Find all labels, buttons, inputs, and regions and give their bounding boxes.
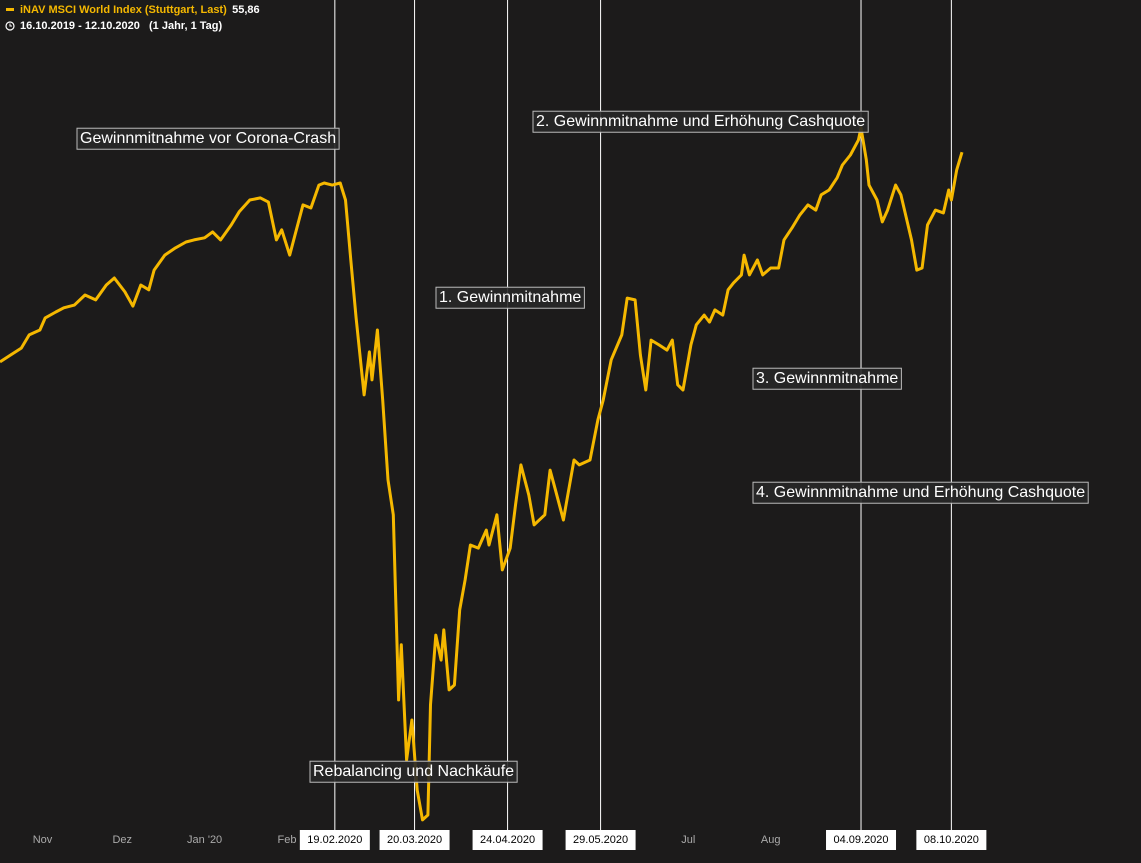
x-tick-label: Dez — [112, 834, 132, 846]
annotation: 4. Gewinnmitnahme und Erhöhung Cashquote — [752, 481, 1089, 504]
legend-swatch — [6, 8, 14, 11]
marker-label-box — [299, 830, 370, 850]
x-tick-label: Nov — [33, 834, 53, 846]
marker-label-box — [826, 830, 897, 850]
marker-label-box — [379, 830, 450, 850]
period-note: (1 Jahr, 1 Tag) — [149, 20, 222, 32]
annotation-box — [435, 286, 585, 309]
marker-label-text: 08.10.2020 — [924, 834, 979, 846]
annotation: 3. Gewinnmitnahme — [752, 367, 902, 390]
annotation-box — [752, 367, 902, 390]
x-tick-label: Feb — [278, 834, 297, 846]
annotation: 2. Gewinnmitnahme und Erhöhung Cashquote — [532, 110, 869, 133]
annotation-box — [752, 481, 1089, 504]
annotation-text: 2. Gewinnmitnahme und Erhöhung Cashquote — [536, 113, 865, 130]
annotation-text: 3. Gewinnmitnahme — [756, 370, 898, 387]
x-tick-label: Jul — [681, 834, 695, 846]
annotation: Gewinnmitnahme vor Corona-Crash — [76, 127, 340, 150]
price-line — [0, 126, 964, 822]
annotation-text: 1. Gewinnmitnahme — [439, 289, 581, 306]
marker-label: 20.03.2020 — [379, 830, 450, 850]
annotation: Rebalancing und Nachkäufe — [309, 760, 518, 783]
annotation-text: Gewinnmitnahme vor Corona-Crash — [80, 130, 336, 147]
x-tick-label: Jan '20 — [187, 834, 222, 846]
marker-label-text: 19.02.2020 — [307, 834, 362, 846]
legend: iNAV MSCI World Index (Stuttgart, Last) … — [5, 4, 260, 32]
annotation-text: 4. Gewinnmitnahme und Erhöhung Cashquote — [756, 484, 1085, 501]
marker-label-text: 24.04.2020 — [480, 834, 535, 846]
marker-label: 08.10.2020 — [916, 830, 987, 850]
legend-label: iNAV MSCI World Index (Stuttgart, Last) — [20, 4, 227, 16]
marker-label-box — [916, 830, 987, 850]
x-tick-label: Aug — [761, 834, 781, 846]
marker-label-text: 04.09.2020 — [833, 834, 888, 846]
annotation-text: Rebalancing und Nachkäufe — [313, 763, 514, 780]
clock-hands — [9, 23, 12, 27]
marker-label-box — [472, 830, 543, 850]
last-value: 55,86 — [232, 4, 260, 16]
annotation-box — [532, 110, 869, 133]
clock-icon — [5, 21, 15, 31]
marker-label: 04.09.2020 — [826, 830, 897, 850]
period: 16.10.2019 - 12.10.2020 — [20, 20, 140, 32]
marker-label: 29.05.2020 — [565, 830, 636, 850]
marker-label-text: 29.05.2020 — [573, 834, 628, 846]
annotation: 1. Gewinnmitnahme — [435, 286, 585, 309]
annotation-box — [76, 127, 340, 150]
marker-label: 19.02.2020 — [299, 830, 370, 850]
marker-label-box — [565, 830, 636, 850]
annotation-box — [309, 760, 518, 783]
marker-label-text: 20.03.2020 — [387, 834, 442, 846]
marker-label: 24.04.2020 — [472, 830, 543, 850]
